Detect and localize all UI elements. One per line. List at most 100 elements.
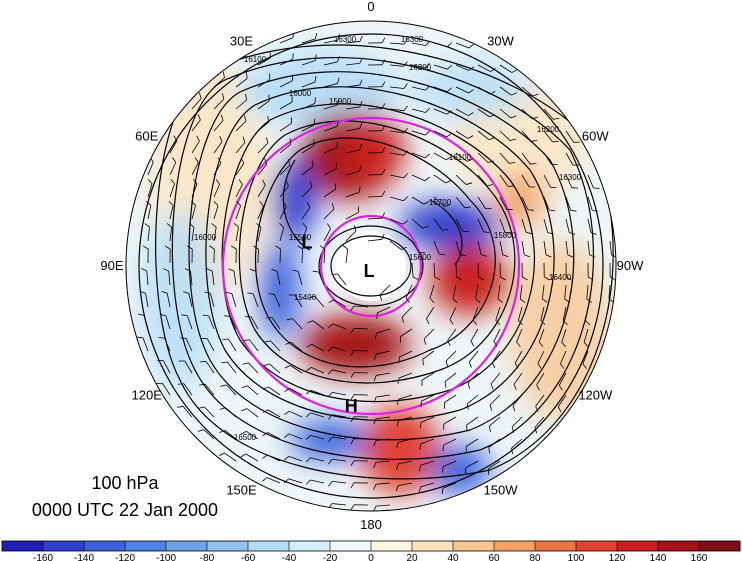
longitude-label: 90E bbox=[100, 258, 123, 273]
wind-barb bbox=[279, 143, 292, 154]
wind-barb-feather bbox=[199, 383, 206, 386]
wind-barb bbox=[213, 184, 220, 198]
wind-barb bbox=[147, 227, 150, 242]
wind-barb-feather bbox=[312, 160, 314, 167]
wind-barb-feather bbox=[198, 92, 202, 99]
contour-label: 16200 bbox=[409, 63, 432, 72]
wind-barb-feather bbox=[562, 320, 568, 326]
wind-barb-feather bbox=[488, 426, 491, 433]
wind-barb bbox=[499, 196, 507, 210]
wind-barb bbox=[420, 460, 435, 466]
wind-barb bbox=[521, 218, 527, 233]
wind-barb bbox=[345, 128, 360, 132]
wind-barb-feather bbox=[262, 432, 268, 437]
wind-barb bbox=[411, 64, 426, 69]
wind-barb bbox=[184, 360, 193, 374]
wind-barb-feather bbox=[306, 201, 311, 208]
wind-barb bbox=[433, 86, 448, 93]
wind-barb-feather bbox=[350, 328, 355, 334]
wind-barb bbox=[477, 86, 491, 95]
wind-barb bbox=[477, 196, 486, 209]
wind-barb-feather bbox=[236, 200, 241, 207]
wind-barb bbox=[420, 416, 435, 423]
wind-barb bbox=[288, 478, 303, 484]
wind-barb-feather bbox=[381, 103, 386, 109]
wind-barb-feather bbox=[314, 97, 316, 104]
colorbar-swatch bbox=[412, 541, 454, 551]
wind-barb-feather bbox=[186, 245, 193, 250]
wind-barb-feather bbox=[379, 294, 383, 301]
wind-barb bbox=[267, 409, 281, 418]
wind-barb-feather bbox=[285, 341, 292, 345]
wind-barb-feather bbox=[403, 173, 409, 179]
wind-barb-feather bbox=[467, 158, 473, 162]
colorbar-swatch bbox=[453, 541, 495, 551]
wind-barb bbox=[169, 162, 177, 176]
wind-barb bbox=[521, 130, 532, 142]
wind-barb-feather bbox=[256, 222, 262, 228]
wind-barb bbox=[455, 86, 469, 94]
wind-barb bbox=[318, 271, 325, 286]
wind-barb-feather bbox=[549, 209, 556, 212]
time-label: 0000 UTC 22 Jan 2000 bbox=[31, 500, 219, 520]
wind-barb bbox=[186, 315, 193, 330]
wind-barb-feather bbox=[220, 384, 227, 387]
wind-barb bbox=[420, 438, 435, 445]
wind-barb-feather bbox=[242, 136, 246, 143]
wind-barb-feather bbox=[547, 232, 554, 235]
wind-barb bbox=[433, 130, 447, 138]
longitude-label: 60W bbox=[582, 129, 609, 144]
wind-barb bbox=[213, 120, 224, 132]
wind-barb-feather bbox=[376, 312, 378, 319]
height-contours bbox=[138, 33, 614, 499]
wind-barb bbox=[323, 188, 336, 198]
wind-barb bbox=[477, 64, 491, 72]
wind-barb-feather bbox=[337, 55, 340, 62]
wind-barb bbox=[411, 218, 423, 229]
wind-barb-feather bbox=[526, 231, 533, 235]
wind-barb bbox=[376, 328, 391, 334]
wind-barb-feather bbox=[241, 408, 247, 412]
wind-barb-feather bbox=[230, 245, 237, 250]
wind-barb-feather bbox=[511, 426, 515, 433]
wind-barb bbox=[376, 372, 391, 376]
wind-barb-feather bbox=[191, 200, 196, 206]
wind-barb bbox=[191, 119, 201, 132]
wind-barb bbox=[301, 186, 313, 198]
wind-barb bbox=[582, 350, 589, 365]
wind-barb-feather bbox=[403, 105, 408, 111]
wind-barb-feather bbox=[442, 466, 444, 473]
wind-barb-feather bbox=[373, 462, 377, 468]
wind-barb-feather bbox=[396, 442, 399, 449]
colorbar-tick-label: -140 bbox=[74, 553, 94, 561]
wind-barb bbox=[301, 103, 315, 110]
wind-barb bbox=[191, 227, 195, 242]
wind-barb bbox=[247, 385, 259, 396]
contour-label: 16200 bbox=[537, 125, 560, 134]
wind-barb bbox=[455, 152, 468, 162]
wind-barb bbox=[311, 367, 325, 374]
wind-barb-feather bbox=[246, 72, 248, 79]
wind-barb bbox=[345, 170, 360, 176]
contour-label: 16300 bbox=[334, 35, 357, 44]
wind-barb bbox=[301, 248, 304, 264]
wind-barb-feather bbox=[590, 232, 597, 235]
wind-barb-feather bbox=[208, 245, 215, 250]
wind-barb-feather bbox=[359, 165, 362, 172]
wind-barb bbox=[269, 363, 281, 374]
colorbar-swatch bbox=[617, 541, 659, 551]
wind-barb bbox=[455, 174, 467, 185]
wind-barb bbox=[376, 460, 391, 463]
wind-barb-feather bbox=[283, 456, 290, 461]
wind-barb-feather bbox=[423, 200, 430, 205]
wind-barb-feather bbox=[275, 245, 281, 250]
wind-barb-feather bbox=[359, 79, 363, 86]
contour-label: 16100 bbox=[449, 153, 472, 162]
wind-barb-feather bbox=[475, 298, 481, 303]
wind-barb bbox=[433, 240, 440, 255]
wind-barb-feather bbox=[305, 479, 311, 485]
wind-barb bbox=[257, 163, 268, 176]
wind-barb-feather bbox=[267, 116, 270, 123]
colorbar-tick-label: 60 bbox=[488, 553, 500, 561]
wind-barb-feather bbox=[350, 438, 355, 445]
